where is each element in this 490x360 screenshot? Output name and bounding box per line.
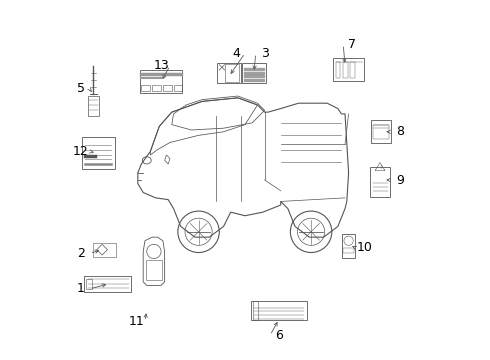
Bar	[142, 85, 150, 91]
Bar	[251, 301, 307, 320]
Bar	[93, 243, 117, 257]
Bar	[225, 64, 239, 82]
Text: 3: 3	[261, 47, 269, 60]
Text: 2: 2	[77, 247, 85, 260]
Bar	[152, 85, 161, 91]
Bar	[350, 63, 355, 78]
Text: 5: 5	[76, 82, 85, 95]
Bar	[253, 301, 258, 320]
Text: 1: 1	[77, 283, 85, 296]
Text: 12: 12	[73, 145, 89, 158]
Text: 4: 4	[232, 47, 240, 60]
Bar	[84, 275, 131, 292]
Bar	[343, 63, 347, 78]
Text: 8: 8	[396, 125, 404, 138]
Text: 7: 7	[348, 38, 356, 51]
Bar	[370, 167, 390, 197]
Bar	[343, 248, 354, 253]
Bar	[373, 125, 389, 139]
Bar	[88, 96, 98, 116]
Text: 6: 6	[275, 329, 283, 342]
Bar	[82, 137, 115, 169]
Text: 9: 9	[396, 174, 404, 186]
Text: 11: 11	[128, 315, 144, 328]
Bar	[336, 63, 341, 78]
Bar	[243, 63, 266, 83]
Bar	[218, 63, 241, 83]
Bar	[342, 234, 355, 258]
Bar	[86, 279, 93, 289]
Bar	[333, 58, 364, 81]
Bar	[163, 85, 172, 91]
Bar	[146, 260, 162, 280]
Bar	[371, 120, 391, 143]
Text: 13: 13	[153, 59, 169, 72]
Text: !: !	[379, 165, 381, 170]
Text: 10: 10	[357, 241, 372, 255]
Bar	[173, 85, 182, 91]
Bar	[140, 70, 182, 93]
